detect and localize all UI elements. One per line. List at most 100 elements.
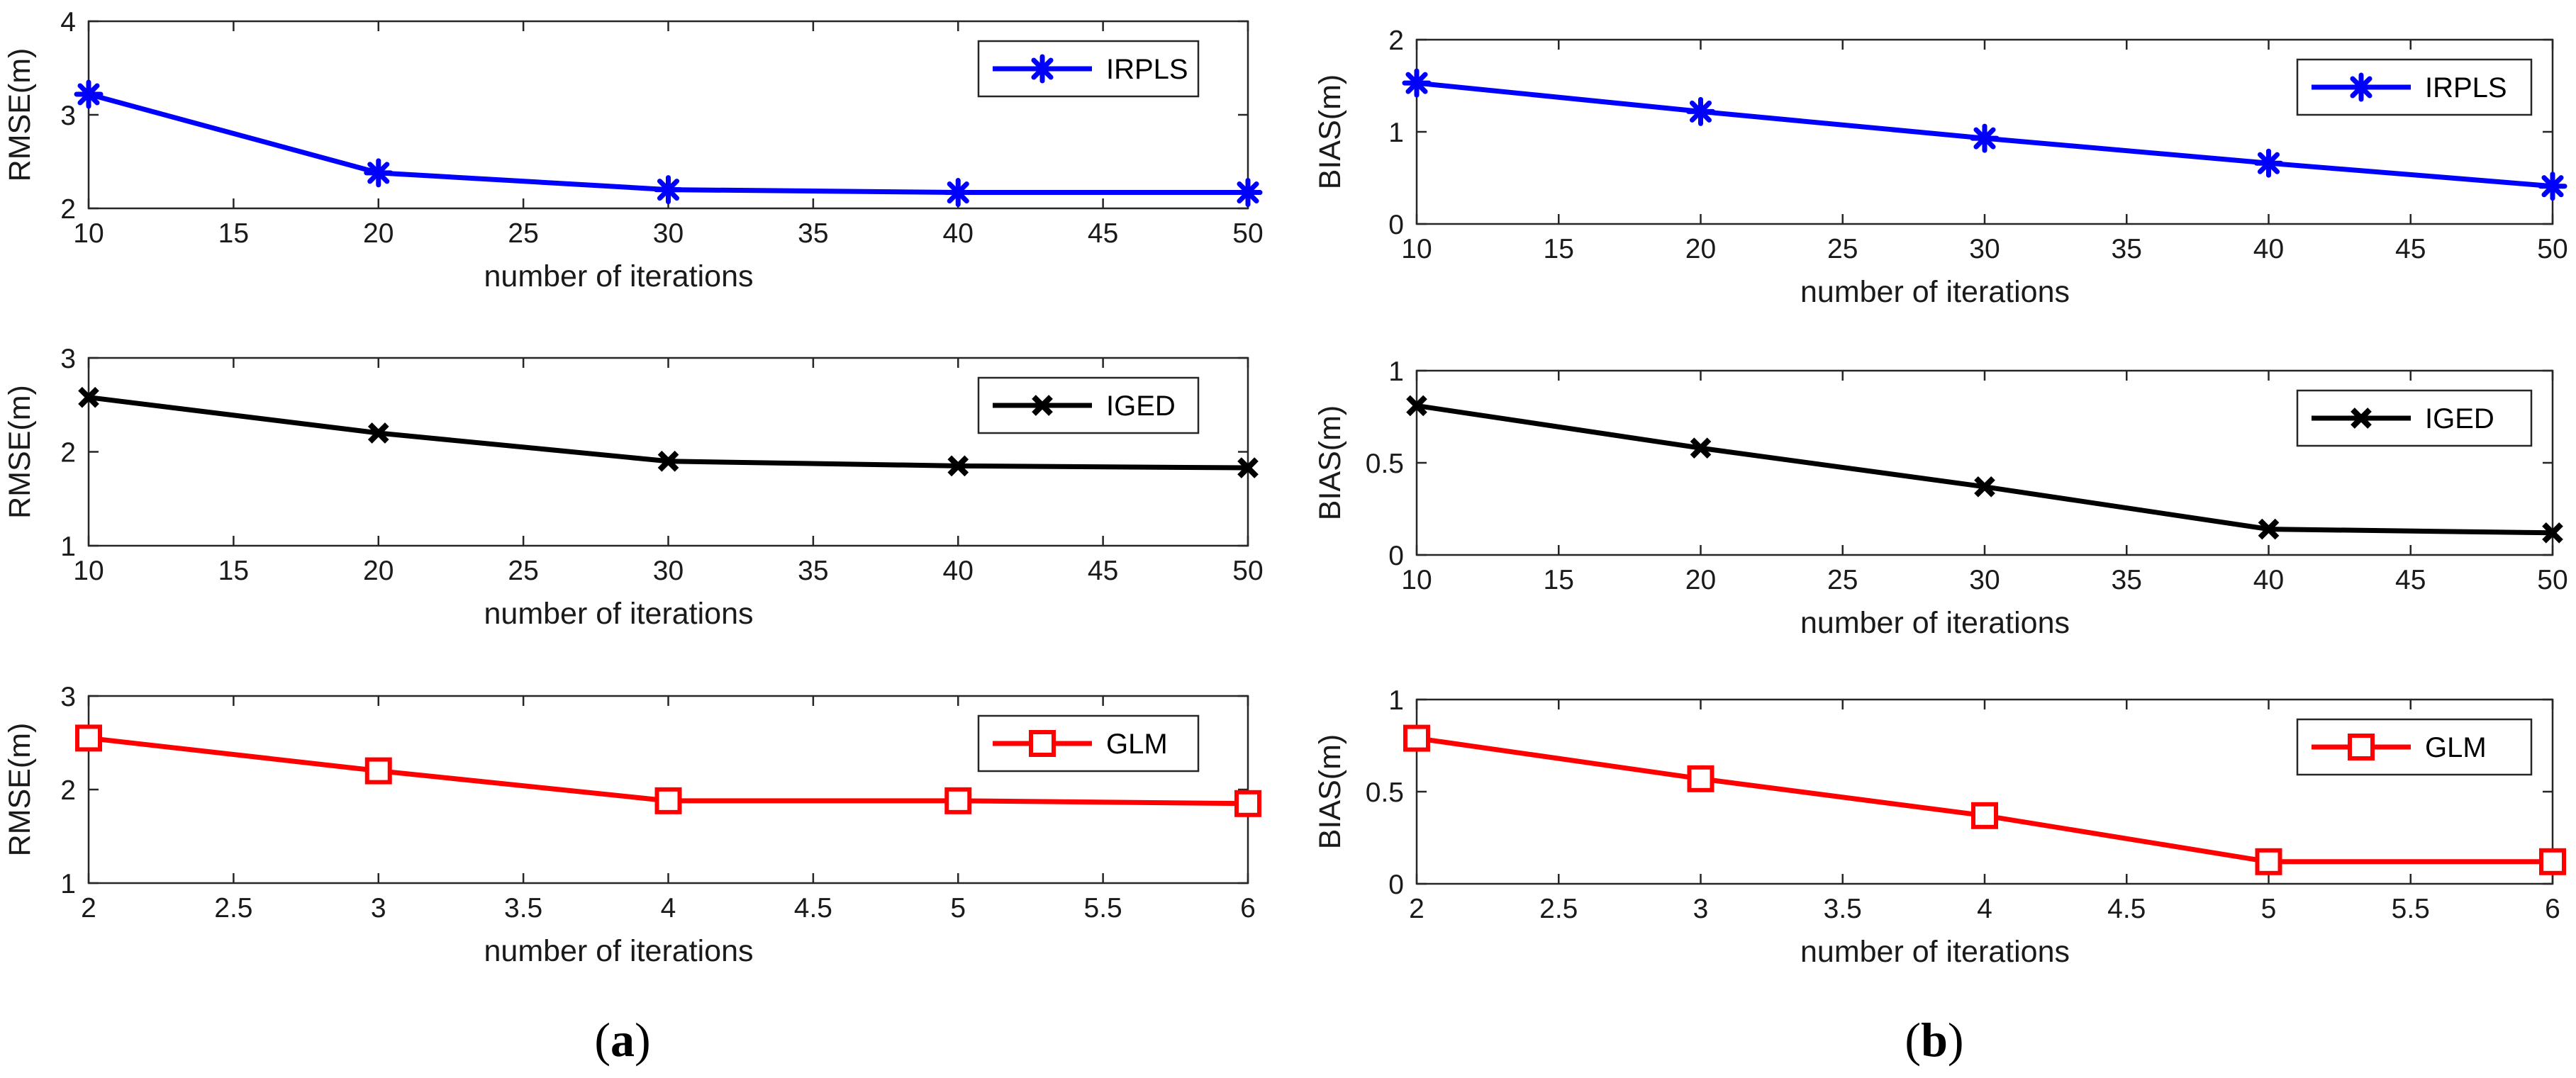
data-point-irpls (74, 79, 104, 109)
data-point-glm (364, 757, 392, 785)
x-tick-label: 20 (363, 556, 394, 586)
data-point-irpls (1970, 123, 2000, 153)
data-point-glm (1403, 724, 1430, 752)
data-point-iged-stroke (947, 455, 969, 477)
legend: IGED (977, 376, 1200, 434)
data-point-irpls-stroke (77, 83, 100, 106)
data-point-iged-stroke (78, 386, 99, 408)
data-point-iged-stroke (657, 450, 679, 472)
legend-label: GLM (1106, 729, 1168, 760)
x-tick-label: 10 (73, 556, 104, 586)
x-tick-label: 50 (1232, 218, 1263, 249)
data-point-irpls (943, 178, 973, 208)
x-tick-label: 5.5 (1084, 893, 1122, 923)
legend: GLM (2296, 718, 2533, 776)
x-tick-label: 40 (2253, 565, 2284, 595)
legend-marker-iged-stroke (2351, 408, 2372, 429)
data-point-glm (2255, 848, 2282, 875)
data-point-irpls (1402, 68, 1432, 98)
x-axis-label: number of iterations (1800, 606, 2070, 640)
x-tick-label: 25 (1827, 565, 1858, 595)
x-tick-label: 45 (1088, 556, 1118, 586)
x-tick-label: 35 (798, 218, 828, 249)
y-tick-label: 1 (1388, 685, 1404, 716)
x-tick-label: 35 (798, 556, 828, 586)
chart-a-0: 10 15 20 25 30 35 40 45 50 2 3 4 number of iteration… (3, 7, 1264, 293)
legend: GLM (977, 714, 1200, 773)
data-point-iged (367, 422, 389, 444)
legend-label: IRPLS (2425, 72, 2507, 103)
x-axis-label: number of iterations (484, 259, 753, 293)
x-tick-label: 6 (2545, 894, 2560, 924)
legend-marker-glm (1029, 730, 1056, 757)
x-tick-label: 4.5 (794, 893, 832, 923)
y-tick-label: 0 (1388, 541, 1404, 571)
data-point-iged (1406, 395, 1427, 417)
x-tick-label: 3 (371, 893, 386, 923)
y-axis-label: RMSE(m) (3, 48, 37, 182)
x-tick-label: 50 (1232, 556, 1263, 586)
data-point-iged (1237, 457, 1259, 478)
legend: IRPLS (977, 40, 1200, 98)
y-tick-label: 1 (1388, 118, 1404, 148)
y-tick-label: 2 (60, 775, 76, 806)
x-axis-label: number of iterations (1800, 275, 2070, 309)
x-tick-label: 35 (2112, 565, 2142, 595)
x-tick-label: 15 (1544, 565, 1574, 595)
x-tick-label: 15 (218, 556, 249, 586)
data-point-iged (1974, 476, 1995, 498)
data-point-irpls (1686, 96, 1715, 126)
legend-label: IGED (2425, 403, 2494, 434)
y-axis-label: BIAS(m) (1313, 734, 1347, 849)
chart-b-0: 10 15 20 25 30 35 40 45 50 0 1 2 number of iteration… (1313, 26, 2568, 309)
data-point-iged-stroke (1406, 395, 1427, 417)
legend-marker-irpls-stroke (1031, 57, 1054, 80)
y-tick-label: 3 (60, 344, 76, 374)
x-tick-label: 10 (73, 218, 104, 249)
y-tick-label: 3 (60, 101, 76, 131)
x-tick-label: 4 (1977, 894, 1992, 924)
x-tick-label: 30 (1969, 565, 2000, 595)
x-tick-label: 25 (508, 556, 538, 586)
x-tick-label: 3.5 (504, 893, 542, 923)
y-axis-label: RMSE(m) (3, 385, 37, 519)
data-point-irpls-stroke (1405, 72, 1428, 94)
legend: IRPLS (2296, 58, 2533, 116)
data-point-iged (78, 386, 99, 408)
legend-label: IGED (1106, 391, 1176, 422)
y-tick-label: 4 (60, 7, 76, 38)
x-tick-label: 45 (2395, 565, 2426, 595)
x-tick-label: 10 (1401, 565, 1432, 595)
x-tick-label: 20 (363, 218, 394, 249)
x-tick-label: 5 (950, 893, 966, 923)
x-axis-label: number of iterations (484, 934, 753, 968)
x-tick-label: 50 (2537, 565, 2567, 595)
x-tick-label: 40 (943, 218, 974, 249)
data-point-iged (2542, 522, 2563, 544)
data-point-iged (657, 450, 679, 472)
y-tick-label: 1 (60, 869, 76, 899)
legend-marker-iged (2351, 408, 2372, 429)
data-point-iged (2258, 518, 2280, 540)
x-tick-label: 2 (81, 893, 96, 923)
y-tick-label: 0 (1388, 870, 1404, 900)
x-tick-label: 3.5 (1824, 894, 1862, 924)
y-tick-label: 1 (1388, 356, 1404, 387)
x-tick-label: 25 (1827, 234, 1858, 264)
data-point-irpls-stroke (2541, 175, 2564, 198)
x-tick-label: 40 (943, 556, 974, 586)
data-point-iged-stroke (1974, 476, 1995, 498)
data-point-iged (1690, 437, 1712, 459)
y-axis-label: RMSE(m) (3, 723, 37, 857)
legend-marker-glm (2348, 734, 2375, 760)
legend-marker-irpls (2346, 72, 2376, 102)
data-point-glm (654, 787, 682, 814)
legend: IGED (2296, 389, 2533, 447)
y-tick-label: 2 (60, 438, 76, 468)
data-point-irpls (1233, 178, 1263, 208)
data-point-glm (75, 724, 102, 752)
x-tick-label: 2 (1409, 894, 1424, 924)
